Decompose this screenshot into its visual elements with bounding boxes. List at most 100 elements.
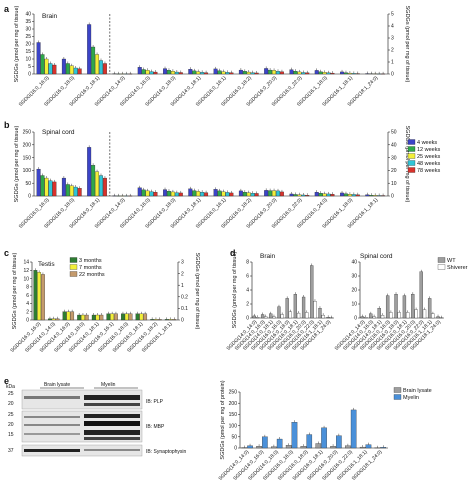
bar [192,190,197,197]
y-tick-label: 0 [28,72,31,78]
bar [289,193,294,197]
bar [87,24,92,75]
bar [213,68,218,75]
y-axis-title-right: SGDGs (pmol per mg of tissue) [194,253,200,330]
legend-swatch [407,139,416,145]
bar [157,319,162,321]
bar [351,73,356,75]
bar [321,315,325,319]
bar [322,193,327,197]
y-tick-label: 150 [229,412,238,418]
bar [141,189,146,197]
legend-label: WT [447,258,456,264]
y-tick-label: 15 [25,49,31,55]
bar [288,311,292,319]
bar [271,446,277,449]
bar [121,313,125,321]
y-tick-label-right: 40 [391,143,397,149]
bar [310,265,314,319]
y-tick-label-right: 20 [391,168,397,174]
bar [255,317,260,319]
legend-label: 78 weeks [417,168,440,174]
bar [48,318,52,321]
bar [52,181,57,197]
bar [330,194,335,197]
y-tick-label: 4 [246,288,249,294]
bar [81,314,85,321]
y-tick-label-right: 0 [391,72,394,78]
blot-marker-20a: 20 [8,401,14,407]
bar [285,445,292,449]
y-tick-label-right: 30 [391,155,397,161]
blot-group-myelin: Myelin [101,382,116,388]
y-tick-label: 250 [229,390,238,396]
bar [373,195,378,197]
y-tick-label-right: 2 [391,48,394,54]
bar [217,70,222,75]
legend-swatch [407,160,416,166]
bar [69,65,74,75]
y-tick-label-right: 0.1 [181,306,188,312]
bar [359,446,366,449]
bar [178,192,183,197]
y-tick-label-right: 3 [181,260,184,266]
y-tick-label: 10 [351,302,357,308]
bar [264,68,269,75]
bar [204,192,209,197]
bar [40,175,45,197]
y-axis-title-right: SGDGs (pmol per mg of tissue) [404,6,410,83]
bar [150,319,155,321]
bar [167,70,171,75]
bar [37,272,42,321]
bar [394,294,398,319]
bar [276,438,283,449]
bar [196,191,201,197]
bar [172,319,177,321]
bar [66,311,71,321]
bar [322,72,327,75]
bar [402,295,407,319]
bar [87,147,92,197]
legend-swatch [69,257,78,263]
y-tick-label: 2 [246,302,249,308]
bar [77,68,82,75]
bar [406,312,410,319]
blot-label-plp: IB: PLP [146,399,164,405]
bar [297,194,302,197]
y-tick-label: 4 [26,301,29,307]
bar [99,60,103,75]
bar [293,71,298,75]
bar [178,72,183,75]
chart-title: Brain [42,13,58,20]
bar [221,191,226,197]
bar [385,295,390,319]
legend-swatch [69,264,78,270]
y-axis-title: SGDGs (pmol per mg of tissue) [14,5,20,82]
y-tick-label-right: 1 [391,60,394,66]
bar [163,189,167,197]
blot-marker-15: 15 [8,432,14,438]
legend-swatch [407,153,416,159]
bar [250,193,255,197]
y-tick-label-right: 0 [391,194,394,200]
blot-kda-label: kDa [6,384,15,390]
y-tick-label-right: 4 [391,24,394,30]
bar [293,194,298,197]
bar [264,316,268,319]
bar [143,313,148,321]
bar [360,316,365,319]
bar [221,71,226,75]
y-tick-label: 20 [25,42,31,48]
bar [238,190,243,197]
bar [91,165,96,197]
bar [229,192,234,197]
bar [188,69,193,75]
bar [436,316,440,319]
bar [65,63,70,75]
y-tick-label: 50 [231,435,237,441]
y-tick-label: 0 [246,316,249,322]
bar [326,317,330,319]
chart-title: Spinal cord [360,253,393,260]
